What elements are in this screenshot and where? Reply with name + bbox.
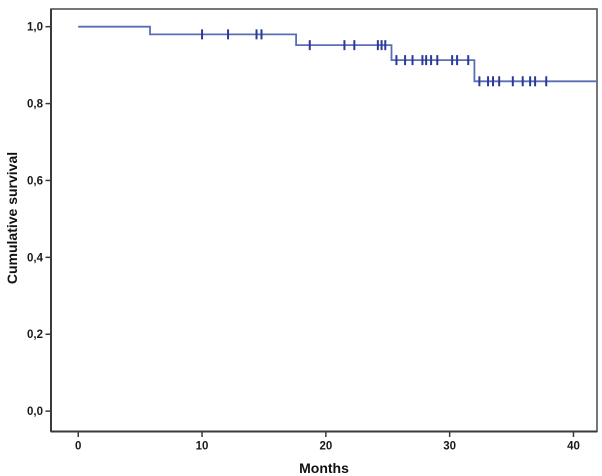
x-tick-label: 30 (443, 441, 456, 453)
x-axis-title: Months (299, 460, 349, 476)
x-tick-label: 10 (196, 441, 209, 453)
x-tick-label: 0 (75, 441, 81, 453)
y-tick-label: 0,8 (27, 99, 44, 111)
y-tick-label: 0,0 (27, 406, 43, 418)
y-tick-label: 0,4 (27, 252, 44, 264)
plot-frame (50, 8, 598, 433)
y-axis-title: Cumulative survival (4, 152, 20, 284)
chart-generated-layer: 0 10 20 30 40 0,0 0,2 0,4 0,6 0,8 1,0 (27, 8, 598, 453)
x-tick-label: 20 (319, 441, 332, 453)
y-tick-label: 1,0 (27, 22, 43, 34)
survival-curve (78, 25, 597, 83)
y-tick-label: 0,2 (27, 329, 43, 341)
y-tick-label: 0,6 (27, 175, 43, 187)
x-tick-label: 40 (567, 441, 580, 453)
